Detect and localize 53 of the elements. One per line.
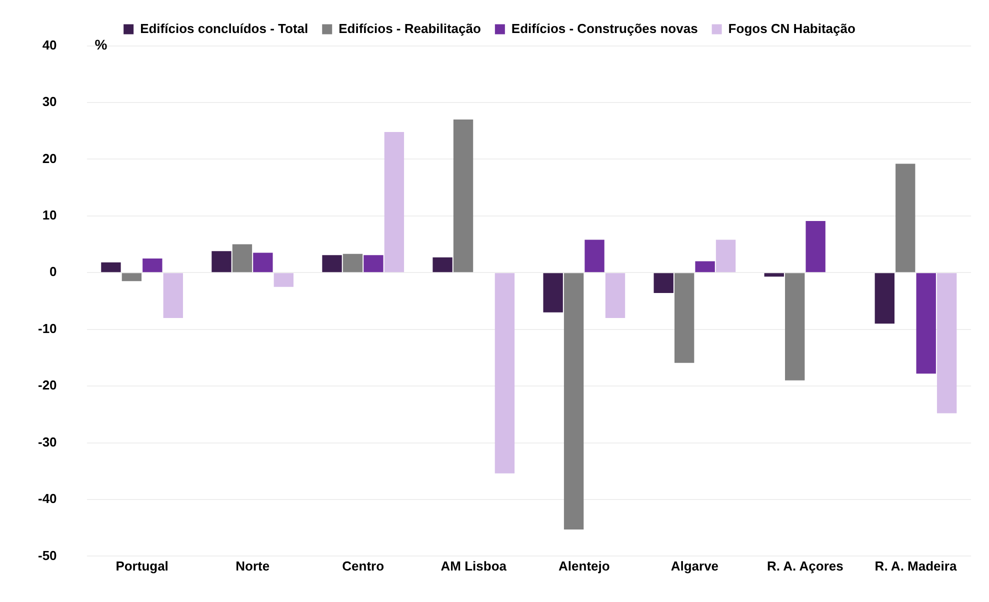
legend-label: Edifícios concluídos - Total (140, 20, 308, 36)
y-tick-label: -50 (38, 548, 57, 563)
bar (785, 273, 805, 380)
bar (163, 273, 183, 318)
bar (806, 221, 826, 272)
legend-label: Fogos CN Habitação (728, 20, 856, 36)
bar (494, 273, 515, 474)
y-axis-title: % (94, 36, 108, 53)
bar (874, 273, 894, 324)
bar (674, 273, 694, 363)
x-tick-label: Alentejo (558, 558, 610, 574)
y-tick-label: -30 (38, 434, 57, 450)
bar (716, 240, 736, 272)
bar (142, 258, 162, 272)
bar (936, 273, 957, 414)
bar (384, 132, 404, 272)
bar (916, 273, 936, 374)
x-tick-label: Norte (236, 558, 270, 574)
x-tick-label: AM Lisboa (440, 558, 508, 574)
bar (453, 120, 474, 272)
x-tick-label: Algarve (670, 558, 719, 574)
bar (764, 273, 784, 277)
bar (695, 261, 715, 272)
y-tick-label: 40 (42, 37, 57, 52)
bar (212, 251, 232, 272)
bar (543, 273, 563, 312)
legend-label: Edifícios - Reabilitação (338, 20, 481, 36)
bar (101, 262, 121, 272)
y-tick-label: 30 (42, 94, 57, 110)
legend-label: Edifícios - Construções novas (511, 20, 698, 36)
x-tick-label: Centro (342, 558, 384, 574)
y-tick-label: 0 (50, 264, 57, 280)
bar (896, 164, 916, 272)
bar (253, 252, 273, 272)
y-tick-label: -40 (38, 491, 57, 506)
y-tick-label: 10 (42, 208, 57, 223)
bar (342, 254, 363, 272)
bar (274, 273, 294, 287)
bar (364, 255, 384, 272)
y-tick-label: -20 (38, 378, 57, 393)
bar (584, 240, 604, 272)
y-tick-label: 20 (42, 150, 57, 166)
bar (432, 257, 452, 272)
y-tick-label: -10 (38, 320, 57, 336)
x-tick-label: Portugal (116, 558, 168, 574)
bar (564, 273, 584, 530)
x-tick-label: R. A. Madeira (874, 558, 958, 574)
bar (232, 244, 252, 272)
bar (654, 273, 674, 294)
bar (122, 273, 142, 282)
bar (605, 273, 626, 318)
x-tick-label: R. A. Açores (767, 558, 844, 574)
bar (322, 255, 342, 272)
